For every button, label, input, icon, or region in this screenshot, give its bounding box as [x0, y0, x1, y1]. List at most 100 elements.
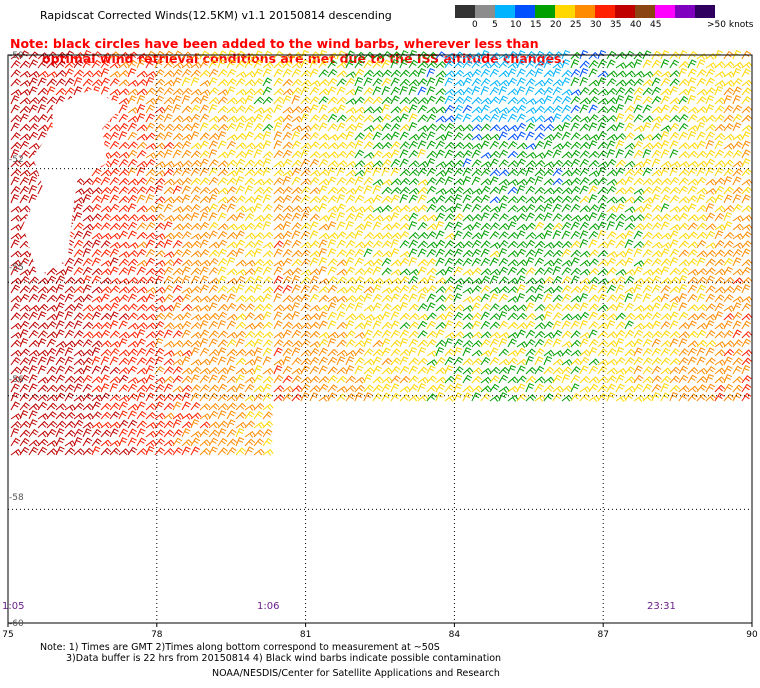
- wind-barb: [732, 61, 744, 69]
- wind-barb: [615, 132, 627, 141]
- wind-barb: [543, 123, 555, 132]
- wind-barb: [19, 357, 30, 366]
- wind-barb: [561, 267, 572, 276]
- wind-barb: [651, 330, 663, 339]
- wind-barb: [678, 67, 688, 78]
- wind-barb: [172, 160, 184, 168]
- wind-barb: [615, 250, 627, 258]
- wind-barb: [190, 358, 202, 366]
- wind-barb: [372, 365, 382, 375]
- wind-barb: [669, 214, 681, 222]
- wind-barb: [543, 95, 553, 105]
- wind-barb: [714, 80, 726, 87]
- wind-barb: [489, 321, 500, 330]
- wind-barb: [570, 105, 581, 114]
- wind-barb: [73, 375, 85, 384]
- wind-barb: [136, 428, 146, 438]
- wind-barb: [381, 69, 392, 78]
- wind-barb: [262, 231, 274, 240]
- wind-barb: [552, 240, 564, 249]
- wind-barb: [525, 222, 536, 231]
- wind-barb: [426, 359, 438, 366]
- wind-barb: [300, 392, 310, 402]
- wind-barb: [136, 384, 148, 393]
- wind-barb: [217, 187, 229, 195]
- wind-barb: [480, 248, 490, 258]
- wind-barb: [525, 394, 537, 402]
- wind-barb: [705, 114, 717, 123]
- wind-barb: [678, 168, 689, 177]
- wind-barb: [172, 393, 184, 402]
- wind-barb: [291, 301, 300, 312]
- wind-barb: [181, 194, 191, 204]
- wind-barb: [172, 95, 182, 105]
- wind-barb: [642, 177, 654, 186]
- wind-barb: [579, 268, 591, 276]
- wind-barb: [10, 52, 22, 60]
- wind-barb: [633, 248, 643, 258]
- wind-barb: [579, 167, 590, 177]
- wind-barb: [399, 276, 410, 285]
- wind-barb: [19, 70, 31, 78]
- wind-barb: [363, 267, 374, 276]
- wind-barb: [253, 330, 265, 339]
- wind-barb: [273, 204, 284, 213]
- wind-barb: [136, 329, 146, 339]
- wind-barb: [516, 168, 527, 177]
- wind-barb: [579, 259, 591, 267]
- wind-barb: [516, 292, 525, 303]
- wind-barb: [507, 231, 519, 240]
- wind-barb: [588, 303, 599, 312]
- wind-barb: [435, 329, 445, 339]
- wind-barb: [354, 86, 364, 96]
- wind-barb: [127, 419, 138, 429]
- wind-barb: [642, 284, 653, 294]
- wind-barb: [235, 275, 246, 285]
- wind-barb: [127, 230, 137, 240]
- wind-barb: [291, 357, 302, 366]
- wind-barb: [327, 59, 338, 69]
- wind-barb: [669, 239, 679, 249]
- wind-barb: [588, 395, 600, 402]
- wind-barb: [363, 367, 375, 375]
- wind-barb: [208, 330, 219, 339]
- wind-barb: [705, 357, 716, 366]
- wind-barb: [100, 286, 112, 294]
- wind-barb: [615, 86, 626, 96]
- wind-barb: [37, 131, 47, 141]
- wind-barb: [570, 51, 582, 60]
- wind-barb: [588, 79, 600, 87]
- wind-barb: [345, 71, 357, 78]
- wind-barb: [145, 132, 156, 141]
- wind-barb: [498, 107, 510, 114]
- wind-barb: [163, 96, 175, 105]
- wind-barb: [336, 393, 347, 402]
- wind-barb: [127, 213, 139, 222]
- wind-barb: [309, 177, 320, 186]
- wind-barb: [633, 266, 643, 276]
- wind-barb: [525, 339, 536, 348]
- wind-barb: [597, 221, 607, 231]
- wind-barb: [408, 231, 420, 240]
- wind-barb: [354, 114, 365, 123]
- wind-barb: [723, 168, 734, 177]
- wind-barb: [615, 167, 625, 177]
- wind-barb: [525, 294, 537, 303]
- wind-barb: [199, 212, 209, 222]
- wind-barb: [588, 194, 598, 204]
- wind-barb: [687, 178, 699, 186]
- wind-barb: [615, 122, 625, 132]
- wind-barb: [669, 366, 680, 375]
- wind-barb: [73, 211, 83, 222]
- wind-barb: [723, 186, 734, 195]
- wind-barb: [660, 166, 670, 177]
- wind-barb: [244, 196, 256, 204]
- wind-barb: [624, 105, 635, 114]
- wind-barb: [262, 150, 274, 159]
- wind-barb: [300, 186, 311, 195]
- wind-barb: [46, 384, 58, 393]
- wind-barb: [687, 320, 697, 330]
- wind-barb: [687, 160, 699, 168]
- wind-barb: [507, 168, 519, 177]
- wind-barb: [154, 356, 164, 366]
